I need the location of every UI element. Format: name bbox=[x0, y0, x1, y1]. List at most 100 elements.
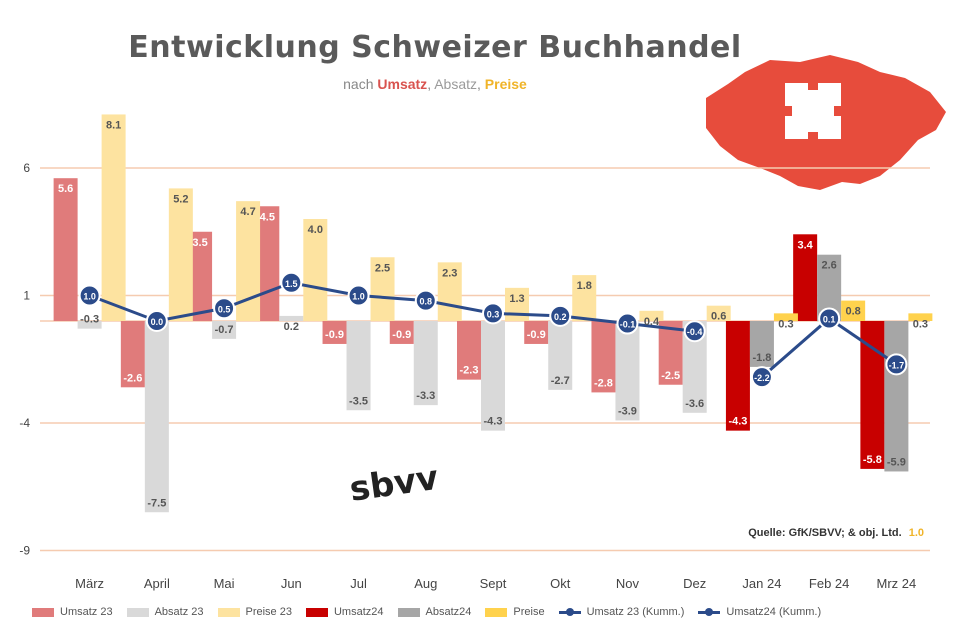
bar-label-umsatz23: 4.5 bbox=[260, 211, 275, 223]
x-tick-label: Mrz 24 bbox=[877, 576, 917, 591]
bar-preise23 bbox=[437, 262, 462, 321]
legend-label: Umsatz 23 bbox=[60, 606, 113, 618]
bar-label-preise23: 5.2 bbox=[173, 193, 188, 205]
bar-label-absatz23: -0.3 bbox=[80, 314, 99, 326]
subtitle-absatz: Absatz bbox=[434, 76, 478, 92]
bar-absatz23 bbox=[615, 321, 640, 421]
marker-label-kum23: 0.3 bbox=[487, 309, 500, 319]
marker-kum23 bbox=[482, 302, 504, 325]
bar-umsatz23 bbox=[120, 321, 145, 388]
bar-label-absatz23: -0.7 bbox=[215, 324, 234, 336]
x-tick-label: Jul bbox=[350, 576, 367, 591]
bar-preise23 bbox=[168, 188, 193, 321]
x-tick-label: Okt bbox=[550, 576, 571, 591]
legend-label: Preise 23 bbox=[245, 606, 292, 618]
marker-kum24 bbox=[885, 353, 908, 376]
bar-preise23 bbox=[303, 219, 328, 321]
line-kum23 bbox=[89, 281, 695, 333]
bar-label-absatz24: 2.6 bbox=[822, 260, 837, 272]
x-tick-label: März bbox=[75, 576, 104, 591]
marker-kum23 bbox=[213, 297, 236, 320]
legend-item-kum23: Umsatz 23 (Kumm.) bbox=[558, 606, 684, 618]
bar-label-absatz23: -3.6 bbox=[685, 398, 704, 410]
bar-label-umsatz23: -2.3 bbox=[460, 365, 479, 377]
marker-kum24 bbox=[750, 366, 773, 389]
bar-preise23 bbox=[706, 305, 731, 321]
subtitle-preise: Preise bbox=[484, 76, 527, 92]
bar-label-umsatz23: -0.9 bbox=[527, 329, 546, 341]
bar-umsatz23 bbox=[389, 321, 414, 344]
legend-swatch bbox=[397, 607, 420, 617]
bar-preise24 bbox=[841, 300, 866, 321]
bar-label-absatz23: -3.9 bbox=[618, 405, 637, 417]
bar-label-absatz23: -4.3 bbox=[484, 416, 503, 428]
marker-label-kum24: 0.1 bbox=[823, 314, 836, 324]
bar-preise23 bbox=[370, 257, 395, 321]
marker-kum23 bbox=[616, 312, 639, 335]
marker-label-kum23: 1.5 bbox=[285, 279, 298, 289]
bar-absatz23 bbox=[77, 321, 102, 329]
bar-label-umsatz23: -2.5 bbox=[661, 370, 680, 382]
marker-label-kum23: 0.2 bbox=[554, 312, 567, 322]
subtitle-prefix: nach bbox=[343, 76, 374, 92]
marker-kum24 bbox=[818, 307, 841, 330]
y-tick-label: 1 bbox=[23, 289, 30, 303]
bar-preise24 bbox=[908, 313, 933, 321]
legend-swatch bbox=[698, 607, 721, 616]
bar-label-preise24: 0.3 bbox=[913, 318, 928, 330]
bar-label-umsatz23: 5.6 bbox=[58, 183, 73, 195]
bar-label-umsatz24: -4.3 bbox=[728, 416, 747, 428]
marker-label-kum23: -0.4 bbox=[687, 327, 703, 337]
bar-absatz23 bbox=[346, 321, 371, 411]
bar-label-preise23: 1.3 bbox=[509, 293, 524, 305]
legend-swatch bbox=[126, 607, 149, 617]
bar-label-preise24: 0.3 bbox=[778, 318, 793, 330]
legend-label: Absatz 23 bbox=[154, 606, 204, 618]
bar-label-umsatz23: -0.9 bbox=[392, 329, 411, 341]
bar-label-absatz23: 0.2 bbox=[284, 321, 299, 333]
x-tick-label: Feb 24 bbox=[809, 576, 849, 591]
legend-label: Preise bbox=[513, 606, 545, 618]
legend-swatch bbox=[32, 607, 54, 617]
legend-item-kum24: Umsatz24 (Kumm.) bbox=[698, 606, 821, 618]
bar-umsatz23 bbox=[524, 321, 549, 344]
x-tick-label: Mai bbox=[214, 576, 235, 591]
legend-label: Umsatz24 bbox=[333, 606, 384, 618]
bar-label-preise23: 0.6 bbox=[711, 311, 726, 323]
legend-item-umsatz23: Umsatz 23 bbox=[32, 606, 113, 618]
bar-absatz24 bbox=[884, 321, 909, 472]
bar-label-umsatz23: -2.8 bbox=[594, 377, 613, 389]
marker-kum23 bbox=[347, 284, 370, 307]
bar-label-preise23: 4.7 bbox=[240, 206, 255, 218]
marker-kum23 bbox=[280, 271, 303, 294]
legend-item-preise24: Preise bbox=[485, 606, 545, 618]
bar-preise23 bbox=[572, 275, 597, 321]
x-tick-label: Nov bbox=[616, 576, 640, 591]
x-tick-label: Dez bbox=[683, 576, 706, 591]
bar-label-umsatz23: -0.9 bbox=[325, 329, 344, 341]
y-tick-label: 6 bbox=[23, 161, 30, 175]
bar-label-absatz23: -7.5 bbox=[147, 497, 166, 509]
bar-preise24 bbox=[773, 313, 798, 321]
legend-item-preise23: Preise 23 bbox=[217, 606, 292, 618]
bar-absatz23 bbox=[481, 321, 505, 431]
marker-label-kum24: -1.7 bbox=[889, 360, 905, 370]
bar-label-absatz23: -2.7 bbox=[551, 375, 570, 387]
marker-label-kum23: 0.8 bbox=[420, 297, 433, 307]
x-tick-label: April bbox=[144, 576, 170, 591]
y-tick-label: -4 bbox=[19, 416, 30, 430]
source-version: 1.0 bbox=[908, 527, 924, 539]
chart-subtitle: nach Umsatz, Absatz, Preise bbox=[343, 76, 527, 92]
bar-label-absatz23: -3.5 bbox=[349, 395, 368, 407]
bar-umsatz23 bbox=[658, 321, 683, 385]
legend-swatch bbox=[305, 607, 328, 617]
bar-label-umsatz24: 3.4 bbox=[798, 239, 814, 251]
bar-umsatz23 bbox=[457, 321, 481, 380]
marker-label-kum23: 1.0 bbox=[352, 292, 365, 302]
bar-preise23 bbox=[639, 310, 664, 321]
marker-label-kum24: -2.2 bbox=[754, 373, 770, 383]
bar-umsatz24 bbox=[793, 234, 818, 321]
legend-swatch bbox=[217, 607, 240, 617]
legend-item-absatz23: Absatz 23 bbox=[126, 606, 204, 618]
